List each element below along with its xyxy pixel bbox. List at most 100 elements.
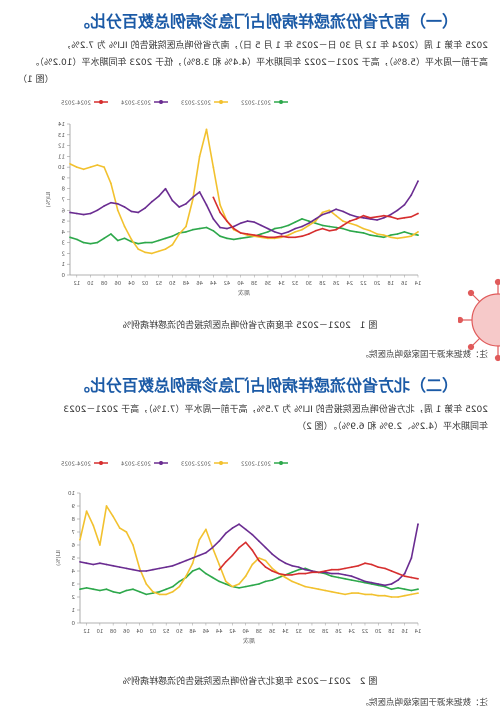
data-point-2023-2024	[238, 523, 240, 526]
data-point-2024-2025	[377, 566, 380, 568]
data-point-2023-2024	[226, 227, 228, 230]
data-point-2021-2022	[137, 242, 140, 245]
data-point-2021-2022	[198, 567, 201, 570]
data-point-2021-2022	[96, 241, 99, 244]
data-point-2024-2025	[410, 576, 413, 579]
data-point-2021-2022	[330, 575, 333, 578]
data-point-2022-2023	[103, 166, 106, 169]
legend-label: 2023-2024	[121, 101, 151, 107]
legend-label: 2021-2022	[241, 462, 271, 468]
data-point-2023-2024	[364, 580, 366, 583]
data-point-2023-2024	[191, 196, 194, 199]
data-point-2021-2022	[362, 232, 365, 234]
x-tick-label: 34	[281, 629, 288, 635]
data-point-2021-2022	[417, 588, 419, 591]
data-point-2022-2023	[287, 234, 290, 236]
data-point-2021-2022	[144, 241, 146, 244]
data-point-2021-2022	[232, 238, 235, 241]
data-point-2021-2022	[105, 588, 108, 591]
section2-para-line1: 2025 年第 1 周，北方省份哨点医院报告的 ILI% 为 7.5%，高于前一…	[63, 405, 488, 415]
data-point-2024-2025	[348, 220, 351, 222]
data-point-2024-2025	[219, 211, 222, 214]
y-tick-label: 4	[61, 230, 65, 236]
x-tick-label: 50	[169, 281, 176, 287]
y-tick-label: 6	[61, 208, 65, 214]
data-point-2023-2024	[280, 233, 283, 235]
data-point-2023-2024	[328, 211, 331, 214]
data-point-2023-2024	[377, 583, 380, 585]
data-point-2022-2023	[350, 592, 353, 594]
data-point-2022-2023	[171, 590, 174, 593]
y-tick-label: 9	[71, 504, 75, 510]
legend-marker	[219, 461, 223, 465]
data-point-2022-2023	[382, 234, 385, 236]
legend-label: 2022-2023	[181, 101, 211, 107]
data-point-2022-2023	[314, 220, 317, 222]
data-point-2022-2023	[328, 209, 331, 212]
data-point-2024-2025	[301, 235, 303, 238]
data-point-2022-2023	[150, 252, 153, 255]
data-point-2023-2024	[344, 574, 346, 576]
y-tick-label: 7	[71, 530, 75, 536]
x-tick-label: 06	[123, 629, 130, 635]
data-point-2021-2022	[116, 239, 119, 242]
legend-label: 2022-2023	[181, 462, 211, 468]
data-point-2022-2023	[362, 227, 365, 230]
data-point-2023-2024	[311, 570, 313, 572]
legend-marker	[279, 461, 283, 465]
data-point-2021-2022	[348, 229, 351, 232]
data-point-2022-2023	[191, 562, 194, 565]
data-point-2021-2022	[157, 239, 160, 242]
data-point-2022-2023	[271, 567, 274, 570]
data-point-2022-2023	[370, 593, 373, 596]
data-point-2024-2025	[357, 564, 360, 567]
data-point-2023-2024	[287, 230, 290, 233]
data-point-2021-2022	[212, 229, 215, 232]
data-point-2024-2025	[410, 215, 413, 218]
data-point-2023-2024	[137, 211, 140, 214]
data-point-2024-2025	[291, 574, 293, 576]
series-line-2021-2022	[69, 218, 419, 245]
data-point-2023-2024	[370, 581, 373, 584]
data-point-2021-2022	[396, 233, 399, 235]
data-point-2024-2025	[280, 235, 283, 238]
y-tick-label: 10	[68, 491, 75, 497]
data-point-2022-2023	[205, 128, 208, 131]
data-point-2022-2023	[212, 166, 215, 169]
data-point-2021-2022	[138, 590, 141, 593]
data-point-2021-2022	[251, 584, 254, 587]
x-axis-label: 周次	[238, 289, 250, 297]
y-tick-label: 3	[71, 582, 75, 588]
data-point-2022-2023	[152, 590, 154, 593]
data-point-2021-2022	[103, 237, 106, 240]
x-tick-label: 40	[242, 629, 249, 635]
data-point-2021-2022	[158, 590, 161, 593]
data-point-2024-2025	[344, 567, 346, 570]
data-point-2024-2025	[224, 561, 227, 563]
data-point-2021-2022	[185, 230, 187, 233]
data-point-2021-2022	[335, 226, 338, 229]
data-point-2022-2023	[158, 593, 161, 596]
data-point-2022-2023	[403, 594, 406, 597]
x-tick-label: 50	[176, 629, 183, 635]
data-point-2022-2023	[311, 587, 313, 589]
data-point-2022-2023	[403, 236, 406, 239]
data-point-2022-2023	[138, 567, 141, 570]
data-point-2022-2023	[118, 527, 121, 529]
data-point-2024-2025	[376, 215, 378, 218]
x-tick-label: 16	[401, 629, 408, 635]
data-point-2024-2025	[317, 571, 320, 574]
legend-marker	[159, 100, 163, 104]
data-point-2023-2024	[205, 203, 208, 206]
data-point-2023-2024	[253, 221, 256, 224]
data-point-2021-2022	[258, 583, 260, 585]
data-point-2021-2022	[145, 593, 148, 596]
data-point-2023-2024	[314, 218, 317, 220]
x-tick-label: 06	[114, 281, 121, 287]
data-point-2022-2023	[231, 585, 234, 588]
data-point-2023-2024	[112, 564, 115, 567]
data-point-2024-2025	[277, 572, 280, 575]
data-point-2021-2022	[271, 579, 274, 581]
x-tick-label: 40	[237, 281, 244, 287]
x-tick-label: 42	[229, 629, 236, 635]
